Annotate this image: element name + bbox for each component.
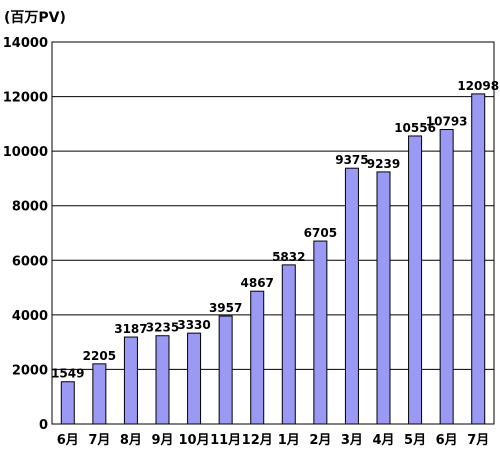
bar [60, 381, 75, 425]
data-label: 6705 [304, 226, 337, 240]
x-tick-label: 10月 [179, 433, 210, 448]
y-tick-label: 0 [39, 418, 48, 433]
bar [250, 290, 265, 425]
data-label: 12098 [457, 79, 499, 93]
y-tick-label: 12000 [3, 91, 48, 106]
x-tick-label: 11月 [210, 433, 241, 448]
bar [187, 332, 202, 425]
x-tick-label: 5月 [404, 433, 426, 448]
bar [313, 240, 328, 425]
x-tick-label: 12月 [242, 433, 273, 448]
x-tick-label: 1月 [278, 433, 300, 448]
data-label: 9375 [335, 153, 368, 167]
x-tick-label: 8月 [120, 433, 142, 448]
y-tick-label: 10000 [3, 145, 48, 160]
x-tick-label: 9月 [151, 433, 173, 448]
x-tick-label: 6月 [436, 433, 458, 448]
x-tick-label: 3月 [341, 433, 363, 448]
plot-frame [51, 41, 495, 425]
data-label: 4867 [241, 276, 274, 290]
y-axis-tick-labels: 0 2000 4000 6000 8000 10000 12000 14000 [3, 36, 48, 433]
x-tick-label: 4月 [372, 433, 394, 448]
x-tick-label: 2月 [309, 433, 331, 448]
y-tick-label: 4000 [12, 309, 48, 324]
y-tick-label: 6000 [12, 254, 48, 269]
data-label: 2205 [83, 349, 116, 363]
y-tick-label: 8000 [12, 200, 48, 215]
y-tick-label: 14000 [3, 36, 48, 51]
bar [471, 93, 486, 425]
data-label: 5832 [272, 250, 305, 264]
y-tick-label: 2000 [12, 363, 48, 378]
bar [344, 167, 359, 425]
bar [376, 171, 391, 425]
data-label: 9239 [367, 157, 400, 171]
data-label: 1549 [51, 367, 84, 381]
bar [155, 335, 170, 425]
x-axis-tick-labels: 6月 7月 8月 9月 10月 11月 12月 1月 2月 3月 4月 5月 6月 7月 [57, 433, 489, 448]
bar [408, 135, 423, 425]
data-label: 10793 [426, 115, 468, 129]
bar [439, 129, 454, 425]
data-label: 3235 [146, 321, 179, 335]
data-label: 3187 [114, 322, 147, 336]
x-tick-label: 6月 [57, 433, 79, 448]
bar [218, 315, 233, 425]
x-tick-label: 7月 [467, 433, 489, 448]
data-label: 10556 [394, 121, 436, 135]
data-label: 3330 [177, 318, 210, 332]
bar [92, 363, 107, 425]
x-tick-label: 7月 [88, 433, 110, 448]
bar [123, 336, 138, 425]
data-label: 3957 [209, 301, 242, 315]
y-axis-unit-label: (百万PV) [4, 10, 66, 26]
bar [281, 264, 296, 425]
